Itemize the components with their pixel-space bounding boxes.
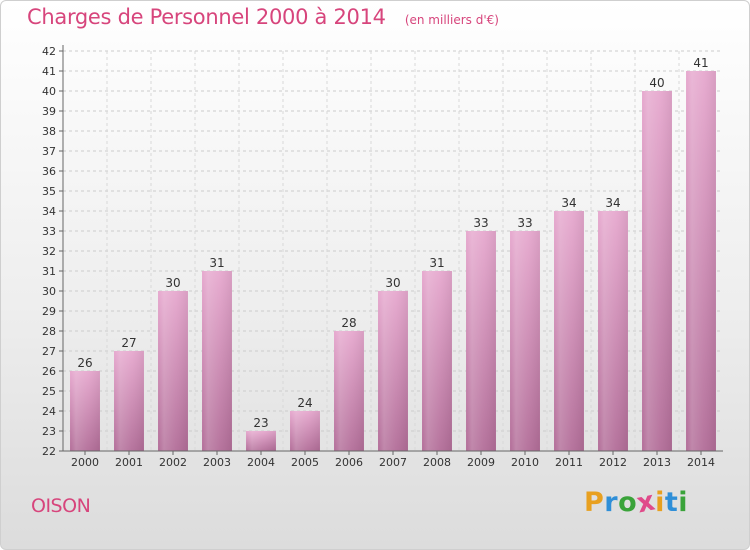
value-label: 33 — [517, 216, 532, 230]
bar-shine — [466, 231, 496, 451]
x-tick-label: 2002 — [159, 456, 187, 469]
axis-layer — [59, 45, 723, 455]
y-tick-label: 23 — [42, 425, 56, 438]
labels-layer: 22 23 24 25 26 27 28 29 30 31 32 33 34 35 36 37 38 39 40 41… — [42, 45, 715, 469]
y-tick-label: 33 — [42, 225, 56, 238]
logo-letter: i — [655, 487, 665, 518]
x-tick-label: 2009 — [467, 456, 495, 469]
bar-shine — [290, 411, 320, 451]
y-tick-label: 29 — [42, 305, 56, 318]
value-label: 41 — [693, 56, 708, 70]
proxiti-logo[interactable]: Proxiti — [584, 485, 689, 519]
bar-shine — [598, 211, 628, 451]
bar-shine — [378, 291, 408, 451]
value-label: 24 — [297, 396, 312, 410]
x-tick-label: 2001 — [115, 456, 143, 469]
y-tick-label: 35 — [42, 185, 56, 198]
bars-layer — [70, 71, 716, 451]
x-tick-label: 2004 — [247, 456, 275, 469]
y-tick-label: 36 — [42, 165, 56, 178]
bar-shine — [686, 71, 716, 451]
logo-letter: t — [664, 487, 679, 518]
value-label: 30 — [165, 276, 180, 290]
y-tick-label: 38 — [42, 125, 56, 138]
x-tick-label: 2014 — [687, 456, 715, 469]
x-tick-label: 2012 — [599, 456, 627, 469]
logo-letter: P — [584, 487, 605, 518]
bar-shine — [246, 431, 276, 451]
value-label: 33 — [473, 216, 488, 230]
y-tick-label: 25 — [42, 385, 56, 398]
y-tick-label: 26 — [42, 365, 56, 378]
chart-subtitle: (en milliers d'€) — [404, 13, 499, 27]
bar-shine — [510, 231, 540, 451]
value-label: 31 — [209, 256, 224, 270]
chart-title: Charges de Personnel 2000 à 2014 — [27, 5, 386, 29]
y-tick-label: 28 — [42, 325, 56, 338]
value-label: 26 — [77, 356, 92, 370]
y-tick-label: 40 — [42, 85, 56, 98]
x-tick-label: 2007 — [379, 456, 407, 469]
bar-shine — [642, 91, 672, 451]
x-tick-label: 2006 — [335, 456, 363, 469]
bar-shine — [334, 331, 364, 451]
y-tick-label: 41 — [42, 65, 56, 78]
bar-shine — [114, 351, 144, 451]
bar-shine — [70, 371, 100, 451]
bar-shine — [158, 291, 188, 451]
x-tick-label: 2003 — [203, 456, 231, 469]
y-tick-label: 30 — [42, 285, 56, 298]
value-label: 34 — [605, 196, 620, 210]
value-label: 27 — [121, 336, 136, 350]
x-tick-label: 2005 — [291, 456, 319, 469]
logo-letter: r — [604, 487, 619, 518]
y-tick-label: 39 — [42, 105, 56, 118]
bar-shine — [554, 211, 584, 451]
value-label: 28 — [341, 316, 356, 330]
bar-shine — [202, 271, 232, 451]
logo-letter: i — [678, 487, 689, 518]
x-tick-label: 2013 — [643, 456, 671, 469]
y-tick-label: 31 — [42, 265, 56, 278]
value-label: 30 — [385, 276, 400, 290]
x-tick-label: 2008 — [423, 456, 451, 469]
commune-name: OISON — [31, 495, 91, 517]
bar-shine — [422, 271, 452, 451]
y-tick-label: 32 — [42, 245, 56, 258]
value-label: 23 — [253, 416, 268, 430]
y-tick-label: 24 — [42, 405, 56, 418]
title-row: Charges de Personnel 2000 à 2014 (en mil… — [27, 5, 499, 29]
value-label: 31 — [429, 256, 444, 270]
y-tick-label: 34 — [42, 205, 56, 218]
x-tick-label: 2010 — [511, 456, 539, 469]
x-tick-label: 2000 — [71, 456, 99, 469]
y-tick-label: 42 — [42, 45, 56, 58]
x-tick-label: 2011 — [555, 456, 583, 469]
value-label: 34 — [561, 196, 576, 210]
y-tick-label: 22 — [42, 445, 56, 458]
value-label: 40 — [649, 76, 664, 90]
y-tick-label: 27 — [42, 345, 56, 358]
y-tick-label: 37 — [42, 145, 56, 158]
logo-letter: o — [618, 487, 638, 518]
